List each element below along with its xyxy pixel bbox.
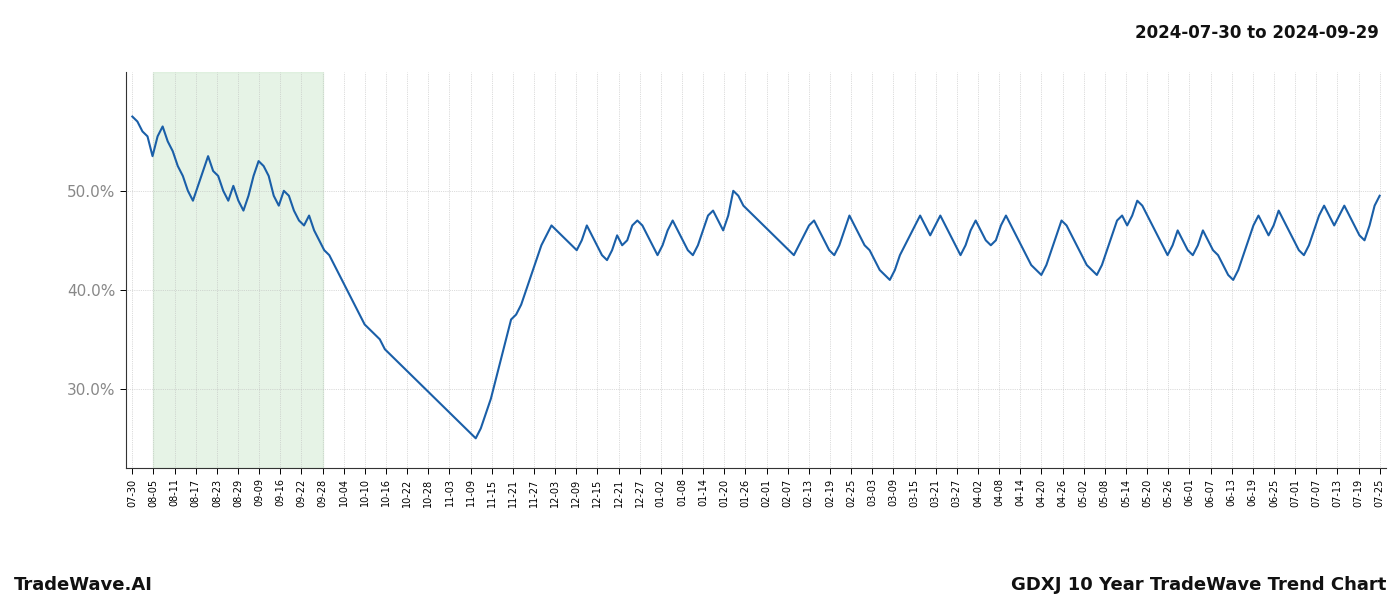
Text: TradeWave.AI: TradeWave.AI — [14, 576, 153, 594]
Bar — [154, 72, 322, 468]
Text: 2024-07-30 to 2024-09-29: 2024-07-30 to 2024-09-29 — [1135, 24, 1379, 42]
Text: GDXJ 10 Year TradeWave Trend Chart: GDXJ 10 Year TradeWave Trend Chart — [1011, 576, 1386, 594]
